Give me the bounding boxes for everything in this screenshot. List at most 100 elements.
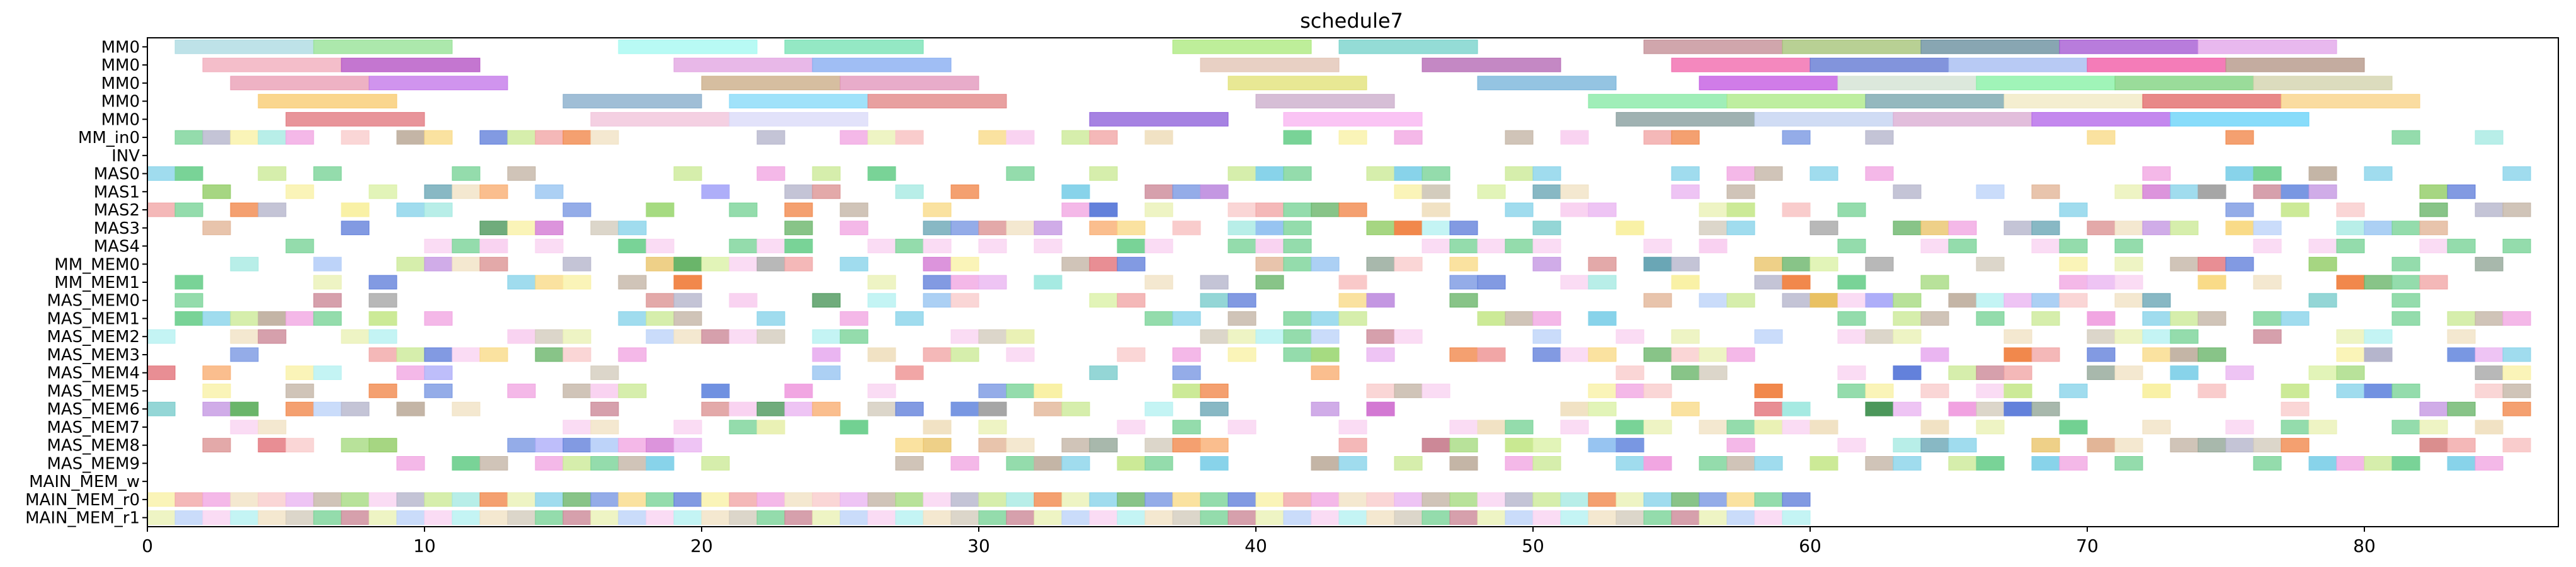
y-tick-label: MM_in0	[78, 129, 140, 147]
task-bar	[1837, 329, 1866, 344]
task-bar	[1422, 57, 1561, 72]
task-bar	[396, 130, 425, 145]
task-bar	[341, 202, 370, 217]
task-bar	[2031, 220, 2060, 236]
task-bar	[424, 384, 453, 398]
task-bar	[756, 166, 785, 181]
task-bar	[1671, 130, 1700, 145]
task-bar	[2142, 311, 2171, 326]
task-bar	[729, 94, 869, 108]
task-bar	[895, 510, 924, 525]
task-bar	[535, 239, 564, 253]
task-bar	[535, 510, 564, 525]
task-bar	[1588, 384, 1617, 398]
task-bar	[978, 401, 1007, 416]
task-bar	[1422, 184, 1450, 199]
task-bar	[562, 94, 702, 108]
task-bar	[1089, 130, 1118, 145]
task-bar	[230, 347, 259, 362]
task-bar	[424, 365, 453, 381]
task-bar	[2447, 456, 2476, 471]
task-bar	[2447, 347, 2476, 362]
task-bars	[147, 39, 2531, 525]
task-bar	[2003, 347, 2032, 362]
task-bar	[202, 130, 231, 145]
task-bar	[1449, 510, 1478, 525]
task-bar	[590, 438, 619, 453]
task-bar	[701, 329, 730, 344]
task-bar	[1172, 384, 1201, 398]
task-bar	[1449, 239, 1478, 253]
task-bar	[1837, 365, 1866, 381]
task-bar	[1532, 256, 1561, 272]
task-bar	[867, 492, 896, 507]
task-bar	[313, 401, 342, 416]
task-bar	[1865, 384, 1894, 398]
task-bar	[1893, 220, 1922, 236]
task-bar	[202, 220, 231, 236]
task-bar	[368, 384, 397, 398]
task-bar	[1117, 456, 1146, 471]
task-bar	[1200, 293, 1229, 308]
task-bar	[2336, 384, 2365, 398]
task-bar	[1338, 293, 1367, 308]
task-bar	[258, 311, 287, 326]
task-bar	[1255, 256, 1284, 272]
y-tick-label: MAS_MEM0	[47, 292, 140, 311]
task-bar	[1948, 456, 1977, 471]
task-bar	[2197, 39, 2337, 54]
task-bar	[562, 438, 591, 453]
task-bar	[2225, 202, 2254, 217]
task-bar	[1255, 220, 1284, 236]
task-bar	[1865, 256, 1894, 272]
task-bar	[2475, 130, 2504, 145]
task-bar	[1089, 256, 1118, 272]
task-bar	[1449, 438, 1478, 453]
task-bar	[1422, 220, 1450, 236]
task-bar	[2031, 438, 2060, 453]
task-bar	[1948, 401, 1977, 416]
task-bar	[424, 492, 453, 507]
task-bar	[535, 438, 564, 453]
task-bar	[646, 492, 675, 507]
task-bar	[2170, 311, 2199, 326]
task-bar	[1144, 401, 1173, 416]
task-bar	[341, 130, 370, 145]
task-bar	[2281, 184, 2310, 199]
task-bar	[2336, 275, 2365, 290]
task-bar	[923, 293, 952, 308]
task-bar	[1588, 510, 1617, 525]
y-tick-label: MAS_MEM8	[47, 437, 140, 455]
task-bar	[313, 492, 342, 507]
task-bar	[2253, 220, 2282, 236]
task-bar	[2502, 384, 2531, 398]
task-bar	[535, 130, 564, 145]
task-bar	[1754, 275, 1783, 290]
task-bar	[1616, 456, 1644, 471]
task-bar	[867, 130, 896, 145]
task-bar	[895, 365, 924, 381]
task-bar	[1671, 401, 1700, 416]
task-bar	[1782, 39, 1922, 54]
task-bar	[729, 492, 758, 507]
task-bar	[1228, 76, 1367, 91]
task-bar	[396, 510, 425, 525]
task-bar	[840, 420, 869, 435]
task-bar	[1422, 492, 1450, 507]
task-bar	[1034, 492, 1063, 507]
task-bar	[2225, 420, 2254, 435]
x-tick-label: 70	[2076, 536, 2099, 556]
task-bar	[202, 401, 231, 416]
task-bar	[978, 510, 1007, 525]
task-bar	[2391, 456, 2420, 471]
task-bar	[1089, 112, 1229, 127]
task-bar	[1311, 365, 1340, 381]
task-bar	[1754, 420, 1783, 435]
task-bar	[313, 39, 453, 54]
task-bar	[174, 275, 203, 290]
task-bar	[867, 239, 896, 253]
task-bar	[1172, 347, 1201, 362]
task-bar	[1366, 384, 1395, 398]
task-bar	[729, 293, 758, 308]
task-bar	[2502, 202, 2531, 217]
